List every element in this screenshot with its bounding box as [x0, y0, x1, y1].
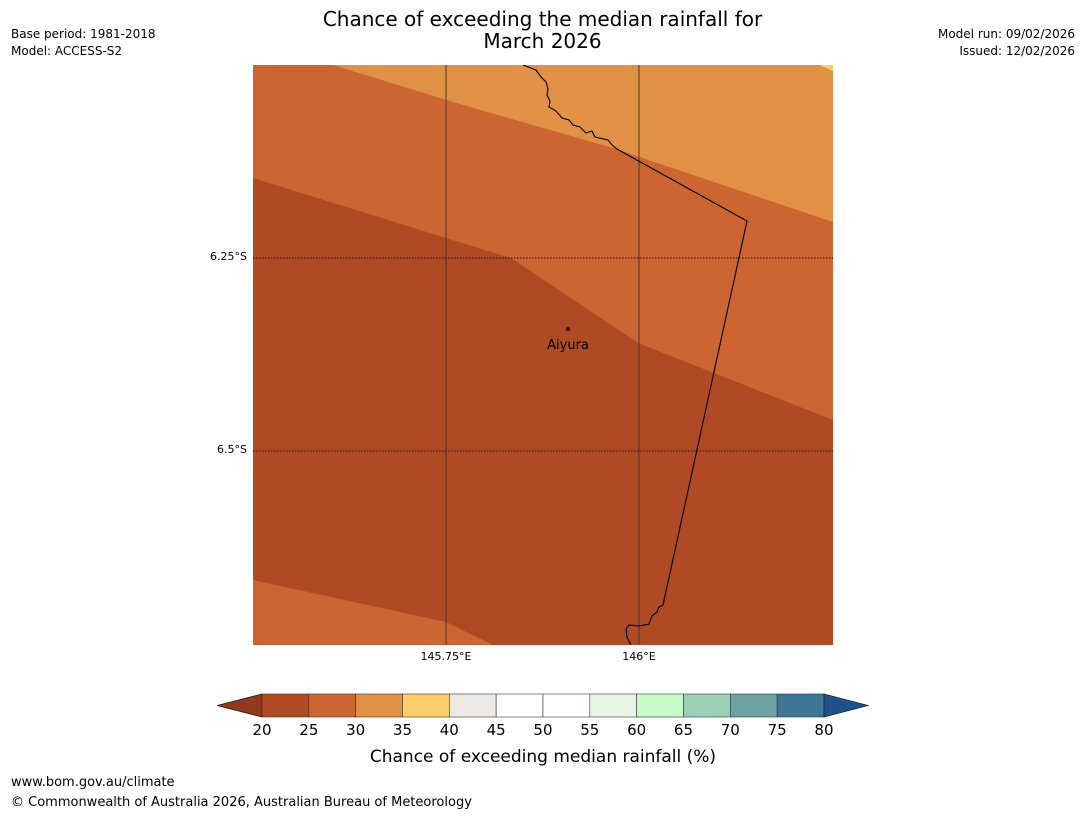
legend-tick-30: 30 [346, 721, 365, 739]
legend-extend-high [823, 693, 870, 718]
legend-tick-35: 35 [393, 721, 412, 739]
aiyura-label: Aiyura [547, 338, 589, 353]
model-name: Model: ACCESS-S2 [11, 44, 123, 58]
lon-label-145-75: 145.75°E [420, 650, 472, 663]
lat-label-6-25: 6.25°S [210, 250, 247, 263]
legend-swatch-40 [449, 693, 497, 718]
legend-tick-70: 70 [721, 721, 740, 739]
chart-title: Chance of exceeding the median rainfall … [0, 8, 1085, 52]
lat-label-6-5: 6.5°S [217, 443, 247, 456]
legend-swatch-55 [589, 693, 637, 718]
colorbar-legend: 20 25 30 35 40 45 50 55 60 65 70 75 80 Chance of exce… [216, 693, 870, 767]
title-line-1: Chance of exceeding the median rainfall … [322, 7, 763, 31]
legend-swatch-70 [729, 693, 778, 718]
rainfall-map: Aiyura [253, 65, 833, 645]
legend-tick-55: 55 [580, 721, 599, 739]
legend-swatch-65 [683, 693, 731, 718]
zone-30-35 [333, 65, 833, 222]
base-period: Base period: 1981-2018 [11, 27, 156, 41]
legend-tick-80: 80 [814, 721, 833, 739]
aiyura-marker [566, 327, 570, 331]
legend-swatch-50 [542, 693, 591, 718]
legend-tick-45: 45 [487, 721, 506, 739]
provincial-boundary [522, 65, 748, 645]
meta-right: Model run: 09/02/2026 Issued: 12/02/2026 [938, 26, 1075, 60]
legend-tick-20: 20 [252, 721, 271, 739]
legend-tick-40: 40 [440, 721, 459, 739]
meta-left: Base period: 1981-2018 Model: ACCESS-S2 [11, 26, 156, 60]
legend-swatch-60 [636, 693, 684, 718]
legend-tick-50: 50 [533, 721, 552, 739]
legend-tick-25: 25 [299, 721, 318, 739]
legend-label: Chance of exceeding median rainfall (%) [370, 747, 716, 767]
title-line-2: March 2026 [483, 29, 602, 53]
zone-25-30-south [253, 580, 493, 645]
legend-swatch-20 [261, 693, 310, 718]
legend-extend-low [216, 693, 263, 718]
zone-35-40 [819, 65, 833, 71]
legend-swatch-30 [355, 693, 403, 718]
model-run: Model run: 09/02/2026 [937, 27, 1075, 41]
footer-copyright: © Commonwealth of Australia 2026, Austra… [11, 795, 472, 810]
legend-swatch-25 [308, 693, 356, 718]
legend-tick-75: 75 [768, 721, 787, 739]
footer-url: www.bom.gov.au/climate [11, 775, 175, 790]
legend-swatch-45 [495, 693, 544, 718]
legend-tick-60: 60 [627, 721, 646, 739]
legend-tick-65: 65 [674, 721, 693, 739]
issued-date: Issued: 12/02/2026 [959, 44, 1075, 58]
legend-swatch-75 [776, 693, 825, 718]
legend-swatch-35 [402, 693, 450, 718]
lon-label-146: 146°E [622, 650, 656, 663]
